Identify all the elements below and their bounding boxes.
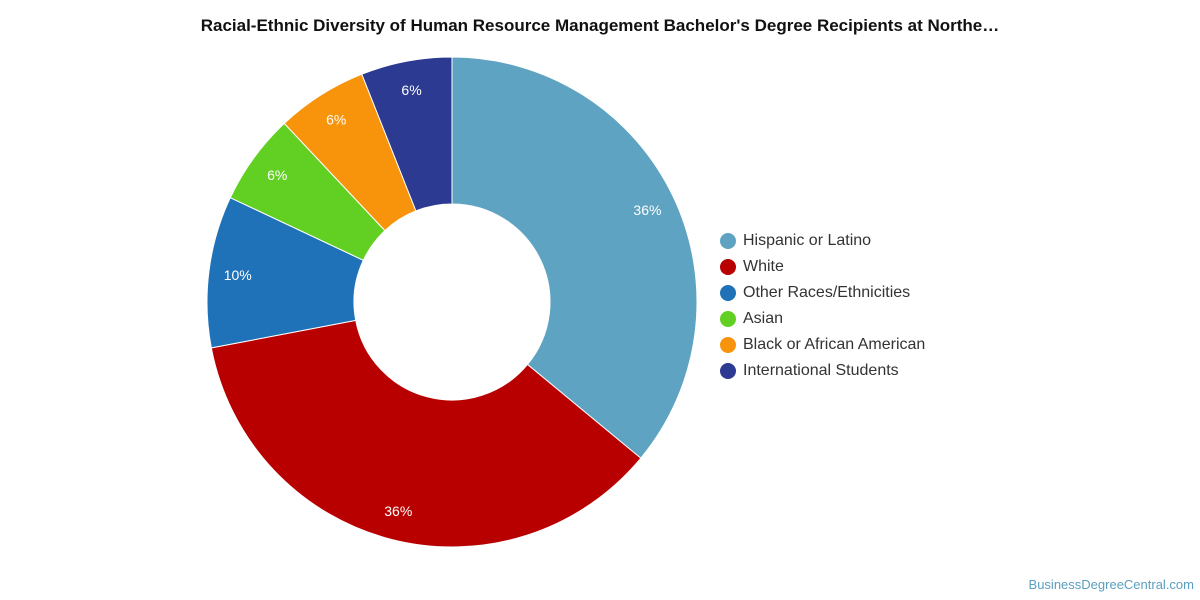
- legend-item-asian[interactable]: Asian: [720, 306, 925, 332]
- legend-label: Other Races/Ethnicities: [743, 284, 911, 301]
- legend-label: Asian: [743, 310, 784, 327]
- slice-hispanic-or-latino[interactable]: [451, 56, 698, 459]
- legend-item-black-or-african-american[interactable]: Black or African American: [720, 332, 925, 358]
- legend-color-icon: [720, 337, 736, 353]
- legend-item-other-races-ethnicities[interactable]: Other Races/Ethnicities: [720, 280, 925, 306]
- legend-color-icon: [720, 259, 736, 275]
- legend-color-icon: [720, 233, 736, 249]
- legend-label: White: [743, 258, 784, 275]
- legend-item-hispanic-or-latino[interactable]: Hispanic or Latino: [720, 228, 925, 254]
- legend-label: International Students: [743, 362, 899, 379]
- legend-item-white[interactable]: White: [720, 254, 925, 280]
- legend-label: Black or African American: [743, 336, 926, 353]
- slice-label-other-races-ethnicities: 10%: [224, 267, 252, 283]
- slice-international-students[interactable]: [361, 56, 453, 212]
- legend-color-icon: [720, 363, 736, 379]
- slice-label-black-or-african-american: 6%: [326, 112, 346, 128]
- source-watermark[interactable]: BusinessDegreeCentral.com: [1028, 577, 1194, 592]
- legend-label: Hispanic or Latino: [743, 232, 872, 249]
- chart-legend: Hispanic or Latino White Other Races/Ethni…: [720, 228, 925, 384]
- chart-title: Racial-Ethnic Diversity of Human Resourc…: [200, 16, 1000, 35]
- slice-label-asian: 6%: [267, 167, 287, 183]
- slice-label-white: 36%: [384, 503, 412, 519]
- legend-item-international-students[interactable]: International Students: [720, 358, 925, 384]
- legend-color-icon: [720, 311, 736, 327]
- slice-white[interactable]: [210, 319, 642, 548]
- legend-color-icon: [720, 285, 736, 301]
- slice-label-international-students: 6%: [401, 82, 421, 98]
- slice-label-hispanic-or-latino: 36%: [633, 202, 661, 218]
